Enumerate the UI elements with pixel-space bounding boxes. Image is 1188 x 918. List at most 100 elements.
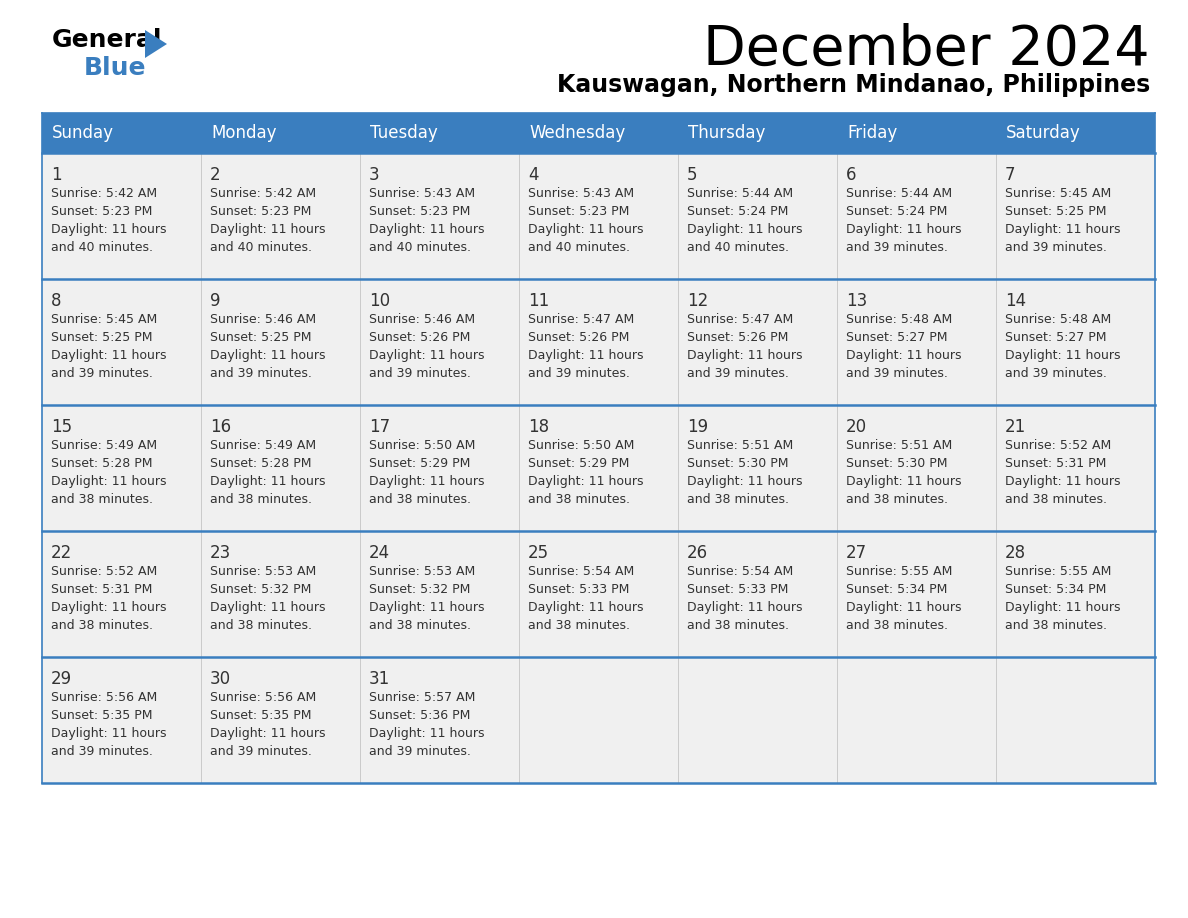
Text: Sunrise: 5:46 AM: Sunrise: 5:46 AM (369, 313, 475, 326)
Text: Daylight: 11 hours: Daylight: 11 hours (527, 475, 644, 488)
Bar (201, 113, 360, 153)
Text: Sunrise: 5:55 AM: Sunrise: 5:55 AM (1005, 565, 1112, 578)
Text: Daylight: 11 hours: Daylight: 11 hours (51, 727, 166, 740)
Text: 19: 19 (687, 418, 708, 436)
Text: and 39 minutes.: and 39 minutes. (1005, 241, 1107, 254)
Text: Daylight: 11 hours: Daylight: 11 hours (846, 349, 961, 362)
Text: Sunset: 5:29 PM: Sunset: 5:29 PM (527, 457, 630, 470)
Bar (42, 113, 201, 153)
Text: Sunset: 5:25 PM: Sunset: 5:25 PM (210, 331, 311, 344)
Text: 2: 2 (210, 166, 221, 184)
Text: 22: 22 (51, 544, 72, 562)
Text: and 40 minutes.: and 40 minutes. (369, 241, 470, 254)
Text: Sunset: 5:25 PM: Sunset: 5:25 PM (1005, 205, 1106, 218)
Text: Sunrise: 5:54 AM: Sunrise: 5:54 AM (687, 565, 794, 578)
Text: 27: 27 (846, 544, 867, 562)
Text: Sunrise: 5:43 AM: Sunrise: 5:43 AM (369, 187, 475, 200)
Text: and 38 minutes.: and 38 minutes. (846, 619, 948, 632)
Text: 10: 10 (369, 292, 390, 310)
Text: 12: 12 (687, 292, 708, 310)
Text: Sunset: 5:31 PM: Sunset: 5:31 PM (1005, 457, 1106, 470)
Text: Sunrise: 5:50 AM: Sunrise: 5:50 AM (369, 439, 475, 452)
Text: Sunrise: 5:53 AM: Sunrise: 5:53 AM (210, 565, 316, 578)
Text: Sunset: 5:26 PM: Sunset: 5:26 PM (369, 331, 470, 344)
Text: and 38 minutes.: and 38 minutes. (51, 493, 153, 506)
Text: Daylight: 11 hours: Daylight: 11 hours (846, 223, 961, 236)
Text: and 38 minutes.: and 38 minutes. (527, 619, 630, 632)
Text: Sunset: 5:23 PM: Sunset: 5:23 PM (210, 205, 311, 218)
Bar (838, 113, 996, 153)
Text: Daylight: 11 hours: Daylight: 11 hours (527, 223, 644, 236)
Text: Sunset: 5:23 PM: Sunset: 5:23 PM (527, 205, 630, 218)
Bar (42, 153, 1155, 279)
Text: Daylight: 11 hours: Daylight: 11 hours (210, 601, 326, 614)
Text: 25: 25 (527, 544, 549, 562)
Text: Daylight: 11 hours: Daylight: 11 hours (1005, 601, 1120, 614)
Text: 8: 8 (51, 292, 62, 310)
Text: Daylight: 11 hours: Daylight: 11 hours (51, 223, 166, 236)
Text: Sunset: 5:27 PM: Sunset: 5:27 PM (1005, 331, 1106, 344)
Text: and 38 minutes.: and 38 minutes. (210, 493, 312, 506)
Bar (996, 113, 1155, 153)
Text: Sunset: 5:35 PM: Sunset: 5:35 PM (210, 709, 311, 722)
Text: Sunrise: 5:42 AM: Sunrise: 5:42 AM (51, 187, 157, 200)
Text: Monday: Monday (211, 124, 277, 142)
Text: Sunrise: 5:52 AM: Sunrise: 5:52 AM (1005, 439, 1111, 452)
Text: and 39 minutes.: and 39 minutes. (210, 367, 312, 380)
Text: Sunset: 5:23 PM: Sunset: 5:23 PM (51, 205, 152, 218)
Text: Daylight: 11 hours: Daylight: 11 hours (51, 349, 166, 362)
Text: Daylight: 11 hours: Daylight: 11 hours (51, 475, 166, 488)
Text: Sunday: Sunday (52, 124, 114, 142)
Text: and 38 minutes.: and 38 minutes. (687, 493, 789, 506)
Text: Daylight: 11 hours: Daylight: 11 hours (210, 223, 326, 236)
Text: Kauswagan, Northern Mindanao, Philippines: Kauswagan, Northern Mindanao, Philippine… (557, 73, 1150, 97)
Text: Daylight: 11 hours: Daylight: 11 hours (210, 349, 326, 362)
Text: Sunrise: 5:46 AM: Sunrise: 5:46 AM (210, 313, 316, 326)
Text: and 38 minutes.: and 38 minutes. (1005, 619, 1107, 632)
Text: 11: 11 (527, 292, 549, 310)
Text: Daylight: 11 hours: Daylight: 11 hours (687, 601, 803, 614)
Text: Daylight: 11 hours: Daylight: 11 hours (687, 475, 803, 488)
Text: Daylight: 11 hours: Daylight: 11 hours (1005, 349, 1120, 362)
Text: and 38 minutes.: and 38 minutes. (51, 619, 153, 632)
Text: Daylight: 11 hours: Daylight: 11 hours (210, 475, 326, 488)
Text: 6: 6 (846, 166, 857, 184)
Text: Sunrise: 5:48 AM: Sunrise: 5:48 AM (846, 313, 953, 326)
Text: and 39 minutes.: and 39 minutes. (51, 745, 153, 758)
Bar (42, 279, 1155, 405)
Text: Sunset: 5:33 PM: Sunset: 5:33 PM (687, 583, 789, 596)
Text: Sunset: 5:33 PM: Sunset: 5:33 PM (527, 583, 630, 596)
Text: 20: 20 (846, 418, 867, 436)
Text: Wednesday: Wednesday (529, 124, 625, 142)
Text: Sunrise: 5:49 AM: Sunrise: 5:49 AM (210, 439, 316, 452)
Text: and 39 minutes.: and 39 minutes. (369, 367, 470, 380)
Text: Sunrise: 5:56 AM: Sunrise: 5:56 AM (210, 691, 316, 704)
Text: and 38 minutes.: and 38 minutes. (369, 619, 470, 632)
Text: Daylight: 11 hours: Daylight: 11 hours (51, 601, 166, 614)
Text: Daylight: 11 hours: Daylight: 11 hours (846, 475, 961, 488)
Text: Sunrise: 5:42 AM: Sunrise: 5:42 AM (210, 187, 316, 200)
Text: 5: 5 (687, 166, 697, 184)
Bar (42, 405, 1155, 531)
Text: Sunrise: 5:43 AM: Sunrise: 5:43 AM (527, 187, 634, 200)
Polygon shape (145, 30, 168, 58)
Text: and 39 minutes.: and 39 minutes. (846, 241, 948, 254)
Text: Blue: Blue (84, 56, 146, 80)
Text: and 38 minutes.: and 38 minutes. (369, 493, 470, 506)
Text: Sunrise: 5:55 AM: Sunrise: 5:55 AM (846, 565, 953, 578)
Text: Sunrise: 5:47 AM: Sunrise: 5:47 AM (527, 313, 634, 326)
Text: Daylight: 11 hours: Daylight: 11 hours (369, 727, 485, 740)
Text: Tuesday: Tuesday (369, 124, 437, 142)
Text: Sunset: 5:30 PM: Sunset: 5:30 PM (687, 457, 789, 470)
Text: Daylight: 11 hours: Daylight: 11 hours (210, 727, 326, 740)
Text: Daylight: 11 hours: Daylight: 11 hours (369, 475, 485, 488)
Text: and 39 minutes.: and 39 minutes. (210, 745, 312, 758)
Text: and 39 minutes.: and 39 minutes. (846, 367, 948, 380)
Text: Daylight: 11 hours: Daylight: 11 hours (846, 601, 961, 614)
Text: Sunset: 5:32 PM: Sunset: 5:32 PM (210, 583, 311, 596)
Text: Sunrise: 5:52 AM: Sunrise: 5:52 AM (51, 565, 157, 578)
Text: Daylight: 11 hours: Daylight: 11 hours (527, 601, 644, 614)
Text: Daylight: 11 hours: Daylight: 11 hours (527, 349, 644, 362)
Text: Sunrise: 5:51 AM: Sunrise: 5:51 AM (846, 439, 953, 452)
Text: December 2024: December 2024 (703, 23, 1150, 77)
